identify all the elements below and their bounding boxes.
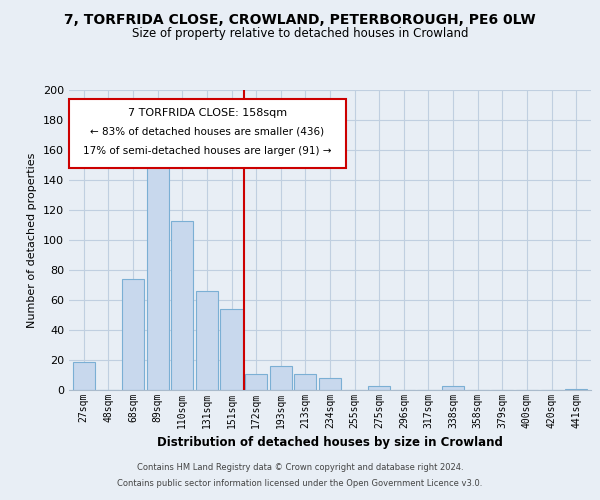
Bar (245, 374, 267, 390)
Bar (442, 386, 464, 390)
Text: ← 83% of detached houses are smaller (436): ← 83% of detached houses are smaller (43… (90, 126, 325, 136)
Bar (196, 291, 218, 390)
Bar (319, 378, 341, 390)
Bar (294, 374, 316, 390)
Bar (565, 388, 587, 390)
Text: Contains public sector information licensed under the Open Government Licence v3: Contains public sector information licen… (118, 478, 482, 488)
Bar (171, 220, 193, 390)
FancyBboxPatch shape (69, 99, 346, 168)
Text: Size of property relative to detached houses in Crowland: Size of property relative to detached ho… (132, 28, 468, 40)
Bar (146, 164, 169, 390)
Bar (73, 362, 95, 390)
Bar (368, 386, 391, 390)
Bar (269, 366, 292, 390)
Text: 17% of semi-detached houses are larger (91) →: 17% of semi-detached houses are larger (… (83, 146, 332, 156)
Text: 7 TORFRIDA CLOSE: 158sqm: 7 TORFRIDA CLOSE: 158sqm (128, 108, 287, 118)
Bar (220, 309, 242, 390)
Text: 7, TORFRIDA CLOSE, CROWLAND, PETERBOROUGH, PE6 0LW: 7, TORFRIDA CLOSE, CROWLAND, PETERBOROUG… (64, 12, 536, 26)
Y-axis label: Number of detached properties: Number of detached properties (28, 152, 37, 328)
Text: Contains HM Land Registry data © Crown copyright and database right 2024.: Contains HM Land Registry data © Crown c… (137, 464, 463, 472)
Bar (122, 279, 144, 390)
X-axis label: Distribution of detached houses by size in Crowland: Distribution of detached houses by size … (157, 436, 503, 450)
